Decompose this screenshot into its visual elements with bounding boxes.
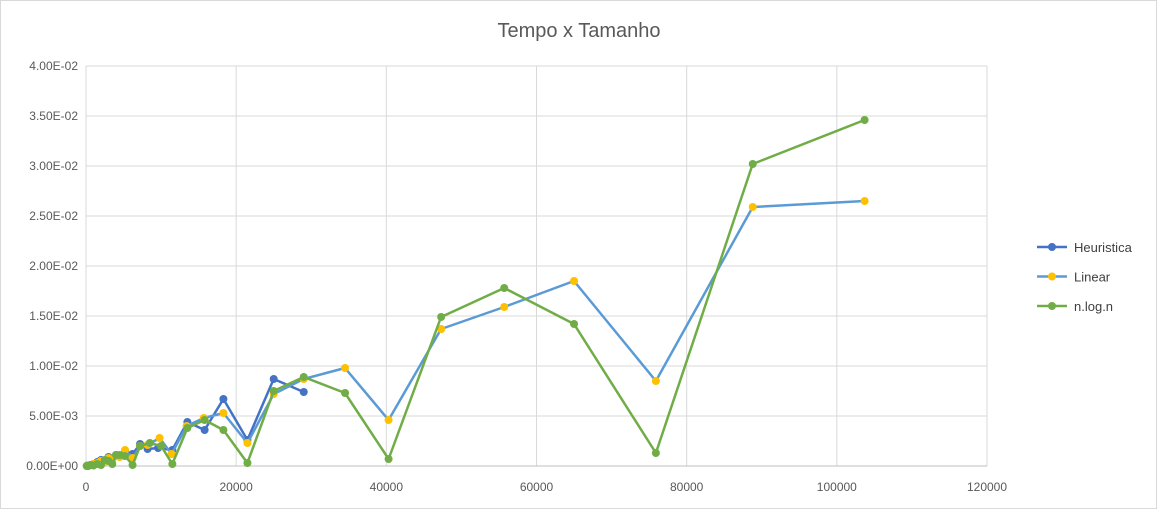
data-point — [128, 461, 137, 469]
legend-item: Linear — [1037, 270, 1111, 285]
legend-item: n.log.n — [1037, 299, 1113, 314]
data-point — [219, 409, 228, 417]
legend-label: Linear — [1074, 270, 1111, 285]
y-tick-label: 4.00E-02 — [29, 59, 78, 73]
legend-marker-swatch — [1048, 243, 1056, 251]
data-point — [200, 416, 209, 424]
data-point — [341, 389, 350, 397]
y-tick-label: 2.50E-02 — [29, 209, 78, 223]
gridlines — [85, 65, 988, 467]
data-point — [121, 446, 130, 454]
y-tick-label: 1.50E-02 — [29, 309, 78, 323]
data-point — [500, 284, 509, 292]
data-point — [341, 364, 350, 372]
data-point — [121, 452, 130, 460]
series-n-log-n — [82, 116, 869, 470]
y-tick-label: 3.00E-02 — [29, 159, 78, 173]
data-point — [243, 439, 252, 447]
data-point — [860, 197, 869, 205]
legend-marker-swatch — [1048, 302, 1056, 310]
legend-item: Heuristica — [1037, 240, 1133, 255]
legend-marker-swatch — [1048, 272, 1056, 281]
data-point — [243, 459, 252, 467]
data-point — [168, 460, 177, 468]
data-point — [570, 277, 579, 285]
data-point — [108, 460, 117, 468]
y-tick-label: 0.00E+00 — [26, 459, 78, 473]
data-point — [748, 160, 757, 168]
data-point — [651, 449, 660, 457]
data-point — [183, 424, 192, 432]
data-point — [219, 395, 228, 403]
series-layer — [82, 116, 869, 470]
legend-label: Heuristica — [1074, 240, 1133, 255]
data-point — [299, 388, 308, 396]
data-point — [384, 416, 393, 424]
data-point — [269, 387, 278, 395]
data-point — [145, 439, 154, 447]
x-tick-label: 0 — [83, 480, 90, 494]
data-point — [269, 375, 278, 383]
y-tick-label: 2.00E-02 — [29, 259, 78, 273]
y-tick-label: 5.00E-03 — [29, 409, 78, 423]
series-line — [86, 199, 865, 468]
data-point — [299, 373, 308, 381]
data-point — [167, 450, 176, 458]
data-point — [860, 116, 869, 124]
x-tick-label: 100000 — [817, 480, 857, 494]
data-point — [157, 442, 166, 450]
data-point — [136, 442, 145, 450]
x-tick-label: 40000 — [370, 480, 404, 494]
data-point — [651, 377, 660, 385]
data-point — [500, 303, 509, 311]
data-point — [570, 320, 579, 328]
y-tick-label: 3.50E-02 — [29, 109, 78, 123]
data-point — [219, 426, 228, 434]
x-tick-label: 60000 — [520, 480, 554, 494]
x-tick-label: 80000 — [670, 480, 704, 494]
data-point — [384, 455, 393, 463]
y-tick-label: 1.00E-02 — [29, 359, 78, 373]
x-tick-label: 20000 — [219, 480, 253, 494]
data-point — [200, 426, 209, 434]
legend-label: n.log.n — [1074, 299, 1113, 314]
data-point — [437, 325, 446, 333]
data-point — [155, 434, 164, 442]
chart-title: Tempo x Tamanho — [497, 20, 660, 42]
data-point — [437, 313, 446, 321]
legend: Heuristica Linear n.log.n — [1037, 240, 1133, 314]
data-point — [748, 203, 757, 211]
x-tick-label: 120000 — [967, 480, 1007, 494]
tick-labels: 0.00E+00 5.00E-03 1.00E-02 1.50E-02 2.00E-02… — [26, 59, 1007, 494]
